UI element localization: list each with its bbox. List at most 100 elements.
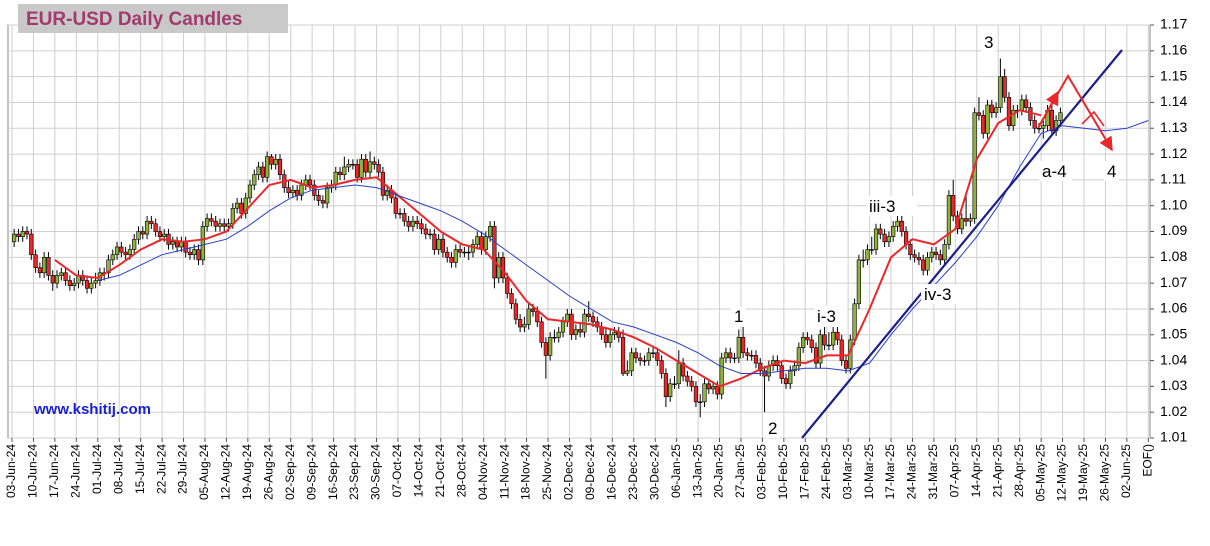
candle-body: [63, 272, 68, 281]
x-tick-label: 01-Jul-24: [90, 444, 104, 494]
candle-body: [466, 251, 471, 254]
candle-body: [217, 223, 223, 227]
candle-body: [933, 251, 939, 256]
candle-body: [363, 158, 368, 173]
candle-body: [196, 249, 201, 261]
candle-body: [886, 236, 891, 243]
x-tick-label: 02-Jun-25: [1119, 444, 1133, 498]
candle-body: [50, 275, 55, 284]
x-tick-label: 17-Mar-25: [883, 444, 897, 500]
candle-body: [1058, 112, 1063, 121]
candle-body: [758, 362, 763, 372]
candle-body: [963, 218, 969, 222]
y-tick-label: 1.06: [1160, 300, 1187, 316]
candle-body: [136, 231, 141, 240]
candle-body: [457, 249, 463, 253]
candle-body: [672, 383, 677, 385]
candle-body: [277, 158, 283, 176]
annotation: 3: [984, 33, 993, 52]
candle-body: [938, 254, 943, 261]
labels: 1.01 1.02 1.03 1.04 1.05 1.06 1.07 1.08 1.09 1.10…: [4, 16, 1187, 502]
candle-body: [728, 352, 733, 359]
y-tick-label: 1.15: [1160, 67, 1187, 83]
candle-body: [976, 112, 982, 116]
candle-body: [1006, 96, 1012, 126]
candle-body: [663, 373, 669, 398]
candle-body: [638, 357, 643, 361]
annotation: 1: [734, 307, 743, 326]
marks: [12, 58, 1149, 418]
candle-body: [749, 355, 754, 357]
annotation: a-4: [1042, 162, 1067, 181]
y-tick-label: 1.10: [1160, 196, 1187, 212]
candle-body: [925, 257, 930, 271]
candle-body: [114, 246, 120, 256]
candle-body: [59, 272, 64, 276]
candle-body: [423, 228, 428, 235]
x-tick-label: 15-Jul-24: [133, 444, 147, 494]
candle-body: [951, 195, 956, 217]
candle-body: [526, 308, 531, 325]
candle-body: [1049, 109, 1054, 132]
candle-body: [573, 329, 578, 336]
candle-body: [106, 259, 111, 274]
candle-body: [556, 331, 561, 338]
candle-body: [162, 233, 167, 237]
candle-body: [929, 251, 934, 258]
annotation-bg: [866, 196, 917, 216]
y-tick-label: 1.16: [1160, 42, 1187, 58]
candle-body: [629, 352, 634, 372]
x-tick-label: 13-Jan-25: [690, 444, 704, 498]
x-tick-label: 21-Oct-24: [433, 444, 447, 498]
annotation: iv-3: [924, 285, 951, 304]
candle-body: [861, 259, 866, 261]
x-tick-label: 02-Sep-24: [283, 444, 297, 500]
candle-body: [603, 334, 608, 343]
candle-body: [170, 241, 175, 245]
candle-body: [46, 257, 51, 276]
candle-body: [432, 233, 437, 250]
candle-body: [205, 218, 210, 227]
candle-body: [410, 220, 416, 227]
candle-body: [843, 360, 849, 369]
candle-body: [612, 331, 617, 336]
candle-body: [93, 280, 98, 284]
candle-body: [895, 220, 900, 227]
candle-body: [29, 233, 34, 256]
x-tick-label: 05-Aug-24: [197, 444, 211, 500]
y-tick-label: 1.07: [1160, 274, 1187, 290]
x-tick-label: 29-Jul-24: [176, 444, 190, 494]
candle-body: [813, 347, 819, 364]
candle-body: [801, 337, 806, 348]
trend-line: [801, 49, 1123, 439]
chart-title: EUR-USD Daily Candles: [26, 9, 242, 30]
watermark: www.kshitij.com: [33, 401, 151, 418]
candle-body: [792, 365, 797, 372]
y-tick-label: 1.17: [1160, 16, 1187, 32]
candle-body: [252, 174, 257, 186]
candle-body: [453, 249, 458, 263]
x-tick-label: 23-Dec-24: [626, 444, 640, 500]
candle-body: [307, 179, 313, 186]
candle-body: [882, 233, 887, 243]
projection-arrow: [1039, 90, 1059, 126]
candle-body: [153, 223, 158, 232]
candle-body: [822, 334, 827, 346]
candle-body: [419, 223, 424, 230]
candle-body: [149, 220, 154, 225]
candle-body: [548, 337, 553, 356]
x-tick-label: 28-Apr-25: [1012, 444, 1026, 498]
y-tick-label: 1.03: [1160, 377, 1187, 393]
y-tick-label: 1.09: [1160, 222, 1187, 238]
y-tick-label: 1.14: [1160, 93, 1187, 109]
candle-body: [316, 195, 321, 201]
candle-body: [518, 318, 523, 328]
projection-path: [1081, 110, 1105, 127]
candle-body: [535, 311, 540, 323]
candle-body: [590, 316, 596, 323]
x-tick-label: 10-Feb-25: [776, 444, 790, 500]
candle-body: [633, 352, 639, 359]
candle-body: [192, 249, 197, 256]
candle-body: [235, 202, 240, 209]
candle-body: [295, 189, 300, 196]
